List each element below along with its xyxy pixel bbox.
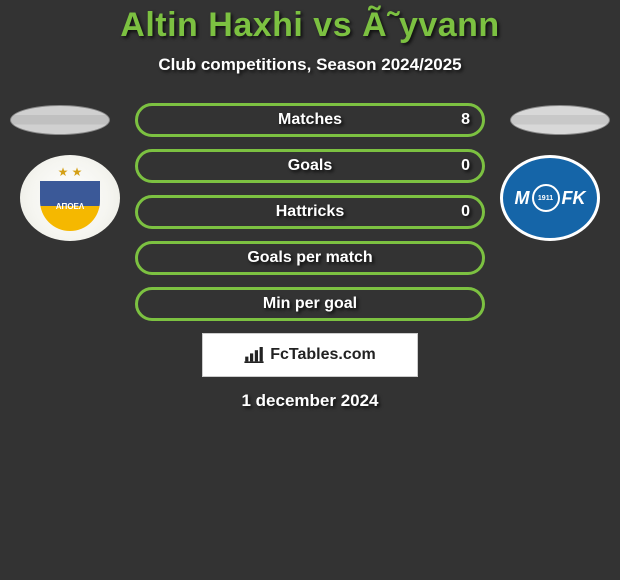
crest-right-m: M: [515, 188, 530, 209]
page-title: Altin Haxhi vs Ã˜yvann: [0, 6, 620, 45]
stat-rows: Matches 8 Goals 0 Hattricks 0 Goals per …: [135, 103, 485, 321]
stat-row-matches: Matches 8: [135, 103, 485, 137]
stat-label: Goals: [288, 157, 332, 175]
club-crest-left: ★ ★ ΑΠΟΕΛ: [20, 155, 120, 241]
subtitle: Club competitions, Season 2024/2025: [0, 55, 620, 75]
stat-row-goals: Goals 0: [135, 149, 485, 183]
stat-label: Hattricks: [276, 203, 344, 221]
brand-text: FcTables.com: [270, 346, 376, 364]
bar-chart-icon: [244, 347, 264, 363]
stat-label: Goals per match: [247, 249, 372, 267]
comparison-card: Altin Haxhi vs Ã˜yvann Club competitions…: [0, 0, 620, 411]
stat-row-goals-per-match: Goals per match: [135, 241, 485, 275]
crest-right-fk: FK: [562, 188, 586, 209]
stat-row-hattricks: Hattricks 0: [135, 195, 485, 229]
stat-label: Min per goal: [263, 295, 357, 313]
crest-left-label: ΑΠΟΕΛ: [56, 202, 84, 211]
date-line: 1 december 2024: [0, 391, 620, 411]
stat-row-min-per-goal: Min per goal: [135, 287, 485, 321]
stat-label: Matches: [278, 111, 342, 129]
crest-right-year: 1911: [532, 184, 560, 212]
crest-stars-icon: ★ ★: [58, 165, 83, 179]
player-flag-right: [510, 105, 610, 135]
player-flag-left: [10, 105, 110, 135]
stat-right-value: 8: [461, 111, 470, 129]
stat-right-value: 0: [461, 203, 470, 221]
crest-shield-icon: ΑΠΟΕΛ: [40, 181, 100, 231]
stats-area: ★ ★ ΑΠΟΕΛ M 1911 FK Matches 8 Goals 0: [0, 103, 620, 411]
stat-right-value: 0: [461, 157, 470, 175]
club-crest-right: M 1911 FK: [500, 155, 600, 241]
brand-box: FcTables.com: [202, 333, 418, 377]
